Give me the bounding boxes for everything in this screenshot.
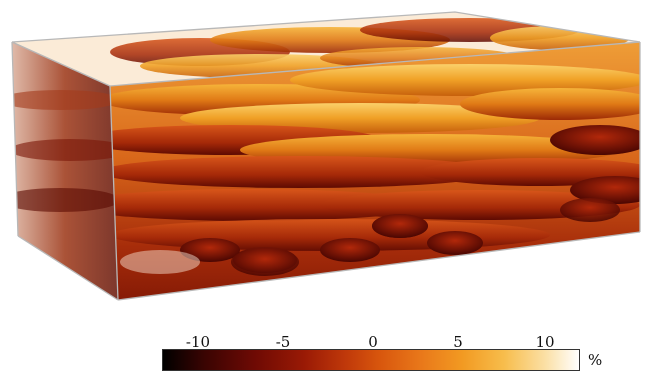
- front-face: [110, 42, 640, 300]
- colorbar-gradient: [162, 349, 580, 371]
- colorbar-tick-label: 0: [368, 333, 378, 351]
- bounding-box: [11, 11, 641, 301]
- protruding-fibers: [120, 198, 620, 276]
- colorbar-tick-label: 5: [453, 333, 463, 351]
- colorbar-tick-label: -10: [185, 333, 211, 351]
- colorbar-unit: %: [588, 351, 603, 369]
- colorbar-tick-label: 10: [535, 333, 555, 351]
- colorbar-tick-label: -5: [275, 333, 291, 351]
